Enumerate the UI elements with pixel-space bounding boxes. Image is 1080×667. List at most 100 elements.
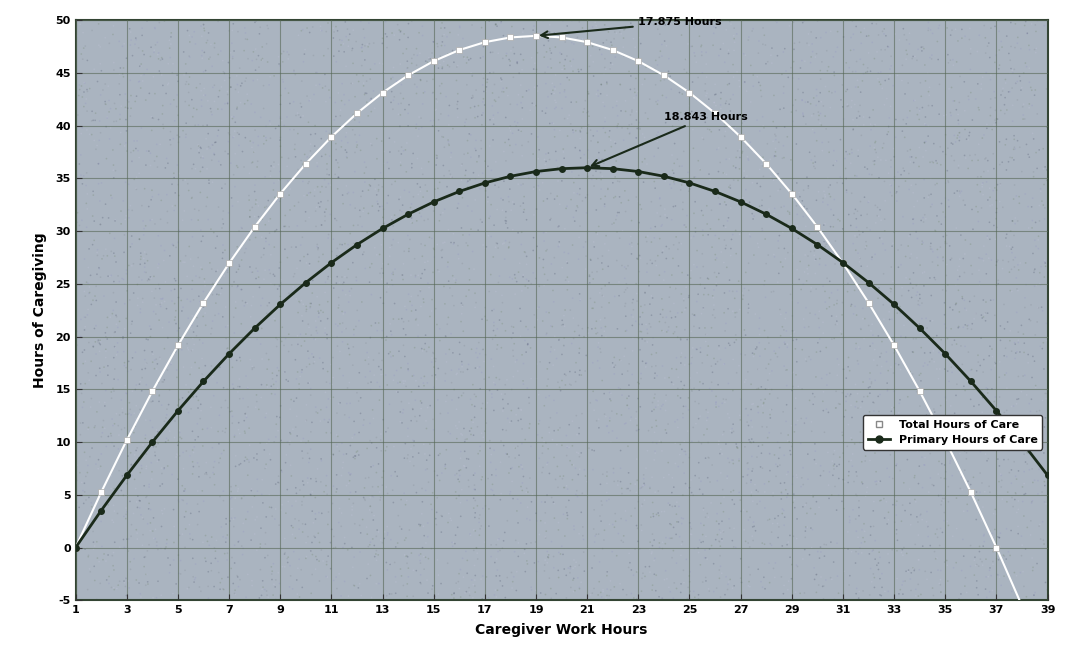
- Point: [716, 235, 733, 245]
- Point: [868, 47, 886, 57]
- Point: [465, 560, 483, 571]
- Point: [152, 590, 170, 601]
- Point: [476, 311, 494, 321]
- Point: [886, 16, 903, 27]
- Point: [401, 187, 418, 197]
- Point: [257, 121, 274, 131]
- Point: [318, 96, 335, 107]
- Point: [373, 239, 390, 250]
- Point: [472, 53, 489, 63]
- Point: [303, 506, 321, 516]
- Point: [318, 402, 335, 413]
- Point: [680, 482, 698, 493]
- Point: [813, 137, 831, 148]
- Point: [1029, 235, 1047, 245]
- Point: [313, 545, 330, 556]
- Point: [680, 359, 698, 370]
- Point: [76, 253, 93, 264]
- Point: [137, 595, 154, 606]
- Point: [715, 394, 732, 404]
- Point: [413, 122, 430, 133]
- Point: [596, 239, 613, 249]
- Point: [1001, 267, 1018, 277]
- Point: [815, 581, 833, 592]
- Point: [187, 120, 204, 131]
- Point: [156, 344, 173, 354]
- Point: [750, 364, 767, 375]
- Point: [930, 54, 947, 65]
- Point: [687, 470, 704, 481]
- Point: [518, 556, 536, 566]
- Point: [760, 476, 778, 487]
- Point: [402, 202, 419, 213]
- Point: [238, 412, 255, 423]
- Point: [1014, 101, 1031, 112]
- Point: [989, 569, 1007, 580]
- Point: [141, 526, 159, 536]
- Point: [619, 393, 636, 404]
- Point: [151, 390, 168, 400]
- Primary Hours of Care: [453, 187, 465, 195]
- Point: [995, 83, 1012, 93]
- Point: [909, 579, 927, 590]
- Point: [839, 389, 856, 400]
- Point: [838, 57, 855, 68]
- Point: [482, 47, 499, 58]
- Point: [477, 418, 495, 428]
- Point: [687, 227, 704, 237]
- Point: [125, 287, 143, 298]
- Point: [150, 455, 167, 466]
- Point: [261, 228, 279, 239]
- Point: [738, 140, 755, 151]
- Point: [375, 298, 392, 309]
- Point: [413, 113, 430, 123]
- Point: [273, 322, 291, 333]
- Point: [740, 562, 757, 572]
- Point: [514, 179, 531, 189]
- Point: [543, 48, 561, 59]
- Point: [392, 88, 409, 99]
- Point: [238, 243, 255, 254]
- Point: [598, 35, 616, 45]
- Point: [764, 366, 781, 376]
- Point: [220, 57, 238, 68]
- Point: [915, 151, 932, 162]
- Point: [427, 356, 444, 367]
- Point: [631, 266, 648, 277]
- Point: [492, 436, 510, 446]
- Point: [73, 347, 91, 358]
- Point: [134, 297, 151, 307]
- Point: [815, 237, 833, 248]
- Point: [492, 342, 510, 353]
- Point: [872, 79, 889, 89]
- Point: [508, 139, 525, 150]
- Point: [532, 588, 550, 598]
- Point: [461, 229, 478, 240]
- Point: [596, 19, 613, 30]
- Point: [247, 390, 265, 400]
- Point: [503, 416, 521, 426]
- Point: [908, 512, 926, 522]
- Point: [692, 347, 710, 358]
- Point: [405, 565, 422, 576]
- Point: [837, 405, 854, 416]
- Point: [637, 463, 654, 474]
- Point: [339, 188, 356, 199]
- Point: [105, 287, 122, 298]
- Point: [162, 126, 179, 137]
- Point: [780, 467, 797, 478]
- Point: [859, 66, 876, 77]
- Point: [204, 468, 221, 478]
- Point: [808, 569, 825, 580]
- Point: [987, 358, 1004, 369]
- Point: [660, 419, 677, 430]
- Point: [133, 460, 150, 471]
- Point: [706, 249, 724, 260]
- Point: [363, 507, 380, 518]
- Point: [180, 51, 198, 61]
- Point: [907, 496, 924, 507]
- Point: [148, 139, 165, 149]
- Point: [184, 445, 201, 456]
- Point: [973, 309, 990, 320]
- Point: [593, 323, 610, 334]
